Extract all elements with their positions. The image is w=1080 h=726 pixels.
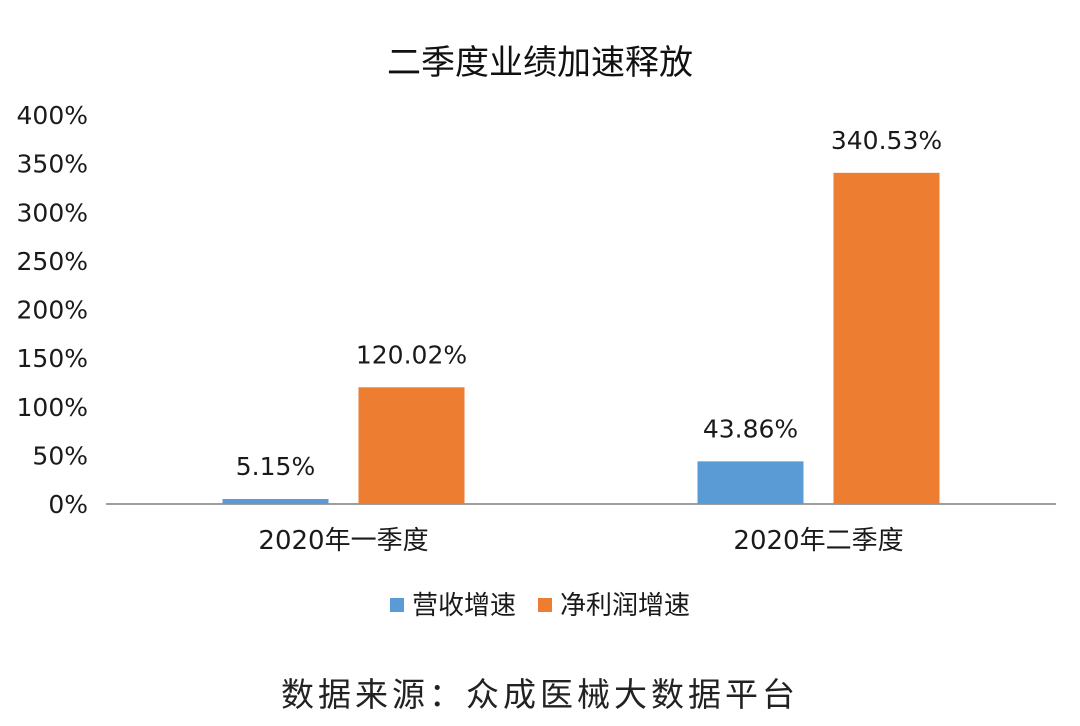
- y-tick-label: 150%: [17, 344, 88, 373]
- y-tick-label: 200%: [17, 296, 88, 325]
- legend-swatch: [390, 598, 404, 612]
- y-tick-label: 100%: [17, 393, 88, 422]
- bar: [697, 461, 804, 504]
- chart-title: 二季度业绩加速释放: [387, 43, 693, 83]
- bar: [833, 172, 940, 504]
- y-tick-label: 250%: [17, 247, 88, 276]
- y-tick-label: 350%: [17, 150, 88, 179]
- y-tick-label: 300%: [17, 198, 88, 227]
- bar-chart: 二季度业绩加速释放 0% 50% 100% 150% 200% 250% 300% 350% 40…: [17, 43, 1056, 621]
- legend-label: 营收增速: [412, 591, 516, 621]
- bar-value-label: 340.53%: [831, 126, 942, 155]
- x-category-label: 2020年二季度: [733, 526, 903, 556]
- y-tick-label: 0%: [48, 490, 88, 519]
- bar: [358, 387, 465, 504]
- bar-value-label: 120.02%: [356, 340, 467, 369]
- legend-swatch: [538, 598, 552, 612]
- legend-label: 净利润增速: [560, 591, 690, 621]
- bar-value-label: 5.15%: [236, 452, 315, 481]
- y-tick-label: 50%: [32, 441, 88, 470]
- y-tick-label: 400%: [17, 101, 88, 130]
- bar-value-label: 43.86%: [703, 414, 798, 443]
- bar: [222, 498, 329, 504]
- x-category-label: 2020年一季度: [258, 526, 428, 556]
- data-source-note: 数据来源：众成医械大数据平台: [281, 675, 799, 714]
